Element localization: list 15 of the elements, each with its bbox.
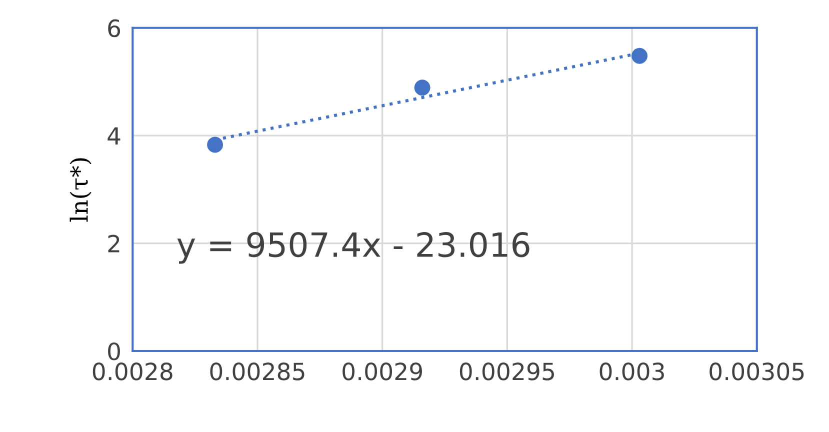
y-axis-title: ln(τ*) [70, 158, 92, 222]
point [414, 80, 430, 96]
point [207, 136, 224, 153]
point [632, 48, 648, 64]
annotation: y = 9507.4x - 23.016 [177, 232, 530, 264]
x-tick-label: 0.00285 [210, 362, 304, 380]
x-tick-label: 0.003 [600, 362, 664, 380]
y-tick-label: 4 [108, 127, 120, 145]
x-tick-label: 0.0028 [92, 362, 172, 380]
y-tick-label: 0 [108, 342, 120, 360]
x-tick-label: 0.00295 [460, 362, 554, 380]
y-tick-label: 6 [108, 19, 120, 38]
x-tick-label: 0.0029 [342, 362, 422, 380]
y-tick-label: 2 [108, 234, 120, 252]
x-tick-label: 0.00305 [710, 362, 804, 380]
